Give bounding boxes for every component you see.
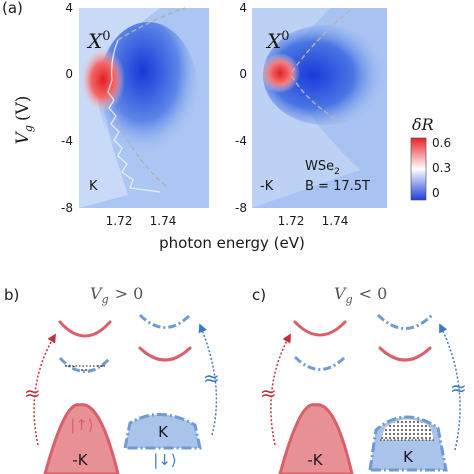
panel-c-minusK-valence <box>278 403 354 474</box>
panel-b-blue-transition-arrow <box>198 323 218 436</box>
panel-b-minusK-valence <box>43 403 120 474</box>
right-map-material-main: WSe <box>305 159 334 174</box>
right-ytick-0: 0 <box>239 67 247 81</box>
panel-b-approx-blue: ≈ <box>203 366 220 390</box>
panel-c-blue-transition-arrow <box>439 323 461 451</box>
panel-b-approx-red: ≈ <box>24 381 41 405</box>
left-map-valley-label: K <box>89 179 98 194</box>
panel-b-K-conduction-upper <box>138 313 192 329</box>
panel-c-K-conduction-lower <box>378 346 432 362</box>
panel-c-approx-blue: ≈ <box>450 376 467 400</box>
panel-b-title-rel: > 0 <box>115 284 144 303</box>
right-map-dashed-lower <box>291 75 341 123</box>
right-xtick-1.72: 1.72 <box>278 214 305 228</box>
left-map-peak-main: X <box>86 29 103 53</box>
panel-c-K-holes <box>380 419 434 440</box>
panel-c-title-sub: g <box>346 293 353 306</box>
colorbar-tick-0: 0 <box>432 186 440 200</box>
panel-b-minusK-label: -K <box>72 451 88 469</box>
panel-c-minusK-conduction-upper <box>293 320 347 337</box>
right-map-dashed-upper <box>291 9 351 73</box>
colorbar-gradient <box>410 137 427 201</box>
panel-c-minusK-conduction-lower <box>293 355 347 371</box>
panel-b-minusK-conduction-upper <box>58 320 112 338</box>
right-map-peak-label: X0 <box>265 29 290 53</box>
right-map-exciton-peak <box>260 53 300 93</box>
left-map-dashed-upper <box>117 7 186 41</box>
svg-text:Vg(V): Vg (V) <box>13 96 35 145</box>
panel-b-K-label: K <box>158 423 169 441</box>
panel-c-K-conduction-upper <box>376 313 434 330</box>
panel-b-spin-down-label: |↓⟩ <box>153 451 176 469</box>
y-axis-label-unit: (V) <box>13 96 33 122</box>
left-map-deep-region <box>98 22 198 162</box>
left-map-peak-label: X0 <box>86 29 111 53</box>
right-xtick-1.74: 1.74 <box>322 214 349 228</box>
left-ytick-minus4: -4 <box>61 134 73 148</box>
right-map-peak-main: X <box>265 29 282 53</box>
panel-c-red-transition-arrow <box>270 333 291 446</box>
panel-b-title-sub: g <box>102 293 109 306</box>
y-axis-label-main: V <box>13 130 33 144</box>
panel-label-a: (a) <box>2 0 23 17</box>
panel-c-title: Vg < 0 <box>334 284 387 306</box>
left-ytick-minus8: -8 <box>61 201 73 215</box>
right-map-deep-region <box>263 25 387 125</box>
right-map-valley-label: -K <box>260 179 274 194</box>
panel-label-b: b) <box>4 286 19 304</box>
panel-c-minusK-label: -K <box>307 451 323 469</box>
colorbar-tick-0.3: 0.3 <box>432 161 451 175</box>
panel-b-red-transition-arrow <box>33 333 56 446</box>
panel-label-c: c) <box>252 286 266 304</box>
panel-b-title: Vg > 0 <box>90 284 143 306</box>
left-map-jagged-edge <box>107 39 161 193</box>
panel-c-K-label: K <box>403 448 414 466</box>
right-map-yticks: 4 0 -4 -8 <box>235 1 247 215</box>
panel-b-spin-up-label: |↑⟩ <box>70 416 93 434</box>
left-map-xticks: 1.72 1.74 <box>106 214 177 228</box>
right-ytick-4: 4 <box>239 1 247 15</box>
panel-c-approx-red: ≈ <box>260 381 277 405</box>
colorbar-tick-0.6: 0.6 <box>432 136 451 150</box>
colorbar-title: δR <box>412 115 434 134</box>
x-axis-label: photon energy (eV) <box>159 234 305 252</box>
left-xtick-1.74: 1.74 <box>150 214 177 228</box>
panel-c-title-main: V <box>334 284 347 303</box>
right-map-material-sub: 2 <box>334 167 340 177</box>
y-axis-label-sub: g <box>22 125 35 132</box>
colorbar: δR 0.6 0.3 0 <box>410 115 451 201</box>
panel-c-title-rel: < 0 <box>359 284 388 303</box>
panel-b-K-conduction-lower <box>138 346 192 362</box>
panel-b-K-valence <box>123 413 202 450</box>
left-map: X0 K <box>79 7 209 208</box>
left-map-dashed-lower <box>115 117 169 189</box>
right-map-peak-sup: 0 <box>281 29 289 44</box>
right-map-xticks: 1.72 1.74 <box>278 214 349 228</box>
left-ytick-0: 0 <box>65 67 73 81</box>
y-axis-label: Vg (V) <box>13 96 35 145</box>
right-ytick-minus4: -4 <box>235 134 247 148</box>
right-map-field: B = 17.5T <box>305 179 370 194</box>
right-map: X0 -K WSe2 B = 17.5T <box>252 8 387 208</box>
left-map-yticks: 4 0 -4 -8 <box>61 1 73 215</box>
right-map-material: WSe2 <box>305 159 340 177</box>
panel-b-title-main: V <box>90 284 103 303</box>
left-map-peak-sup: 0 <box>102 29 110 44</box>
left-map-exciton-peak <box>81 48 125 112</box>
right-ytick-minus8: -8 <box>235 201 247 215</box>
left-xtick-1.72: 1.72 <box>106 214 133 228</box>
left-ytick-4: 4 <box>65 1 73 15</box>
panel-b-minusK-conduction-lower <box>58 356 112 373</box>
